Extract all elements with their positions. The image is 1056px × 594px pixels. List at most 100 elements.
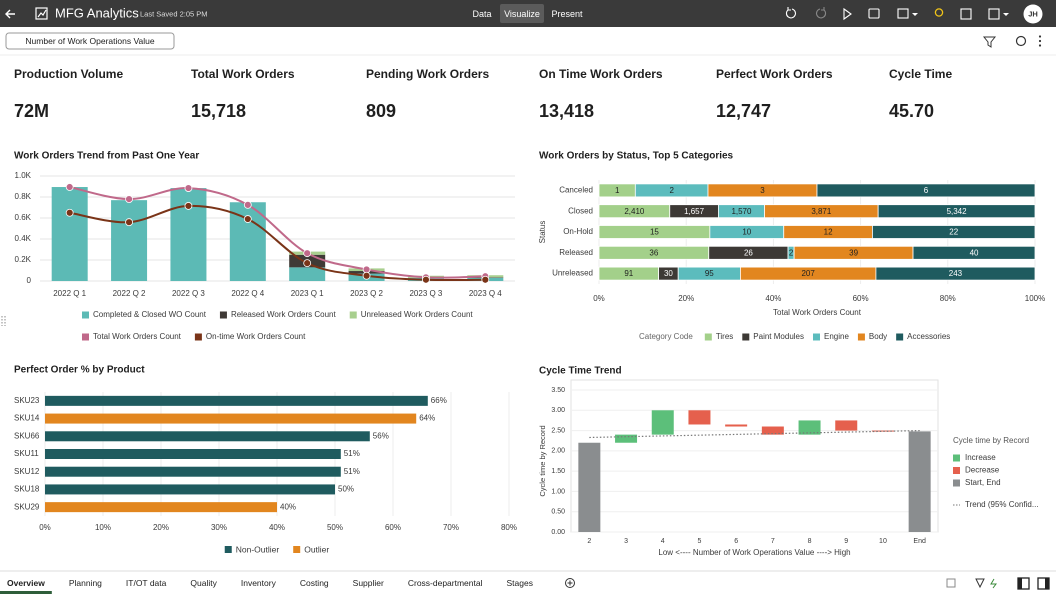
legend-label[interactable]: Outlier: [304, 544, 329, 554]
plot-frame: [570, 379, 939, 533]
data-label: 95: [705, 269, 714, 278]
legend-label[interactable]: Released Work Orders Count: [231, 310, 337, 319]
undo-button[interactable]: [785, 7, 796, 19]
filter-pill[interactable]: [5, 32, 175, 50]
x-tick-label: 60%: [853, 294, 869, 303]
line-marker: [125, 218, 133, 227]
legend-title: Category Code: [639, 332, 693, 341]
y-axis-title: Status: [538, 221, 547, 244]
trend-line: [589, 429, 920, 439]
app-title: MFG Analytics: [55, 5, 139, 20]
legend-label[interactable]: Start, End: [965, 478, 1001, 487]
legend-swatch: [224, 546, 232, 553]
legend-label[interactable]: Accessories: [907, 332, 950, 341]
add-button[interactable]: [897, 8, 909, 19]
y-tick-label: SKU12: [14, 467, 40, 476]
filter-panel-button[interactable]: [975, 578, 985, 589]
page-tab[interactable]: IT/OT data: [126, 578, 167, 588]
y-tick-label: 2.50: [551, 427, 565, 434]
y-tick-label: SKU14: [14, 414, 40, 423]
data-label: 26: [744, 248, 753, 257]
bar-segment: [170, 188, 207, 281]
legend-label[interactable]: Engine: [824, 332, 849, 341]
x-axis-title: Low <---- Number of Work Operations Valu…: [658, 548, 850, 557]
y-tick-label: Unreleased: [552, 269, 593, 278]
more-button[interactable]: [1038, 35, 1042, 47]
chart-title: Work Orders by Status, Top 5 Categories: [539, 151, 734, 162]
grid-button[interactable]: [946, 578, 956, 588]
data-label: 3,871: [811, 207, 832, 216]
back-button[interactable]: [5, 9, 15, 19]
kpi-label: Total Work Orders: [191, 67, 295, 81]
x-tick-label: 2022 Q 4: [231, 289, 264, 298]
page-tab[interactable]: Planning: [69, 578, 102, 588]
data-label: 6: [924, 186, 929, 195]
data-label: 51%: [344, 449, 360, 458]
preview-button[interactable]: [960, 8, 972, 20]
x-tick-label: 40%: [765, 294, 781, 303]
page-tab[interactable]: Supplier: [353, 578, 384, 588]
legend-label[interactable]: Decrease: [965, 466, 1000, 475]
data-label: 15: [650, 228, 659, 237]
legend-swatch: [953, 454, 960, 462]
legend-label[interactable]: Increase: [965, 453, 996, 462]
user-avatar[interactable]: [1023, 4, 1043, 24]
run-button[interactable]: [843, 7, 852, 21]
data-label: 10: [742, 228, 751, 237]
page-tab[interactable]: Stages: [506, 578, 532, 588]
trend-line: [69, 204, 486, 282]
page-tab[interactable]: Quality: [190, 578, 217, 588]
add-tab[interactable]: [565, 578, 575, 588]
legend-label[interactable]: On-time Work Orders Count: [206, 332, 306, 341]
kpi-label: Production Volume: [14, 67, 123, 81]
redo-button[interactable]: [816, 7, 827, 19]
legend-label[interactable]: Total Work Orders Count: [93, 332, 182, 341]
legend-swatch: [857, 333, 865, 341]
x-tick-label: 7: [771, 538, 775, 545]
kpi-value: 12,747: [716, 101, 771, 121]
save-menu[interactable]: [1003, 13, 1009, 16]
y-tick-label: Released: [559, 248, 593, 257]
mode-tab[interactable]: Visualize: [504, 9, 540, 19]
y-tick-label: 0.8K: [15, 192, 32, 201]
legend-label[interactable]: Paint Modules: [753, 332, 804, 341]
filter-button[interactable]: [982, 36, 997, 48]
kpi-label: Pending Work Orders: [366, 67, 489, 81]
page-tab[interactable]: Overview: [7, 578, 45, 588]
auto-apply-button[interactable]: [990, 578, 997, 589]
mode-tab[interactable]: Data: [472, 9, 491, 19]
page-tab[interactable]: Cross-departmental: [408, 578, 483, 588]
data-button[interactable]: [868, 8, 880, 19]
legend-label[interactable]: Completed & Closed WO Count: [93, 310, 207, 319]
line-marker: [243, 200, 252, 209]
kpi-value: 72M: [14, 101, 49, 121]
legend-label[interactable]: Unreleased Work Orders Count: [361, 310, 474, 319]
data-label: 3: [760, 186, 765, 195]
resize-handle[interactable]: [1, 316, 6, 326]
mode-tab[interactable]: Present: [551, 9, 583, 19]
save-button[interactable]: [988, 8, 1000, 20]
add-menu[interactable]: [912, 13, 918, 16]
page-tab[interactable]: Inventory: [241, 578, 277, 588]
line-marker: [481, 275, 490, 284]
bar: [45, 484, 335, 495]
x-tick-label: 0%: [39, 523, 51, 532]
page-tab[interactable]: Costing: [300, 578, 329, 588]
x-tick-label: 20%: [153, 523, 169, 532]
x-tick-label: 70%: [443, 523, 459, 532]
legend-label[interactable]: Body: [869, 332, 887, 341]
x-tick-label: 2022 Q 1: [53, 289, 86, 298]
right-panel-fill: [1045, 578, 1049, 589]
legend-swatch: [813, 333, 820, 341]
legend-swatch: [704, 333, 712, 341]
bar-segment: [289, 267, 326, 281]
legend-swatch: [82, 311, 89, 319]
y-tick-label: 0.50: [551, 509, 565, 516]
legend-label[interactable]: Trend (95% Confid...: [965, 500, 1039, 509]
settings-button[interactable]: [1015, 35, 1027, 47]
insights-button[interactable]: [934, 8, 944, 17]
legend-label[interactable]: Tires: [716, 332, 733, 341]
legend-label[interactable]: Non-Outlier: [236, 544, 280, 554]
data-label: 22: [949, 228, 958, 237]
legend-swatch: [953, 479, 960, 487]
